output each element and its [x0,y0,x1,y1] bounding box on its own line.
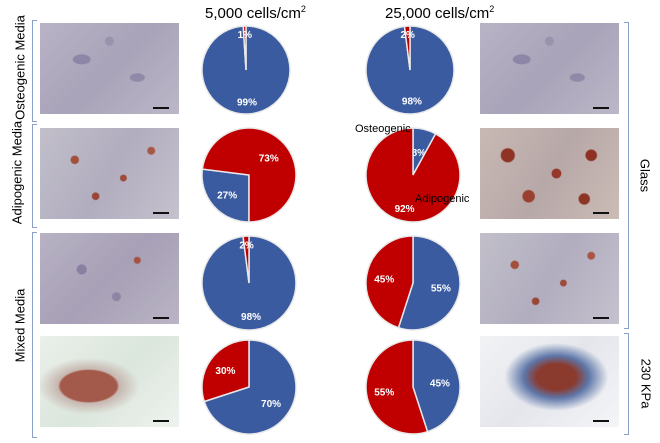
pie-slice-adipogenic [201,127,297,223]
annotation-osteogenic: Osteogenic [355,123,411,135]
pie-slice-osteogenic [201,168,250,223]
pie-slice-label: 1% [238,30,253,41]
scale-bar [153,420,169,422]
column-title-high-sup: 2 [489,4,495,14]
scale-bar [153,317,169,319]
pie-mixed-230kpa-low: 70% 30% [201,339,297,435]
pie-slice-label: 99% [237,98,257,109]
pie-slice-label: 45% [374,274,394,285]
pie-slice-adipogenic [365,127,461,223]
scale-bar [593,317,609,319]
bracket-adipogenic [32,124,37,228]
bracket-mixed [32,232,37,438]
row-label-glass: Glass [637,158,653,193]
pie-mixed-230kpa-high: 45% 55% [365,339,461,435]
pie-slice-adipogenic [242,25,247,71]
row-label-230kpa: 230 KPa [638,358,654,409]
pie-slice-adipogenic [242,235,250,284]
pie-slice-adipogenic [365,235,414,329]
pie-slice-label: 98% [402,97,422,108]
scale-bar [593,420,609,422]
column-title-low-text: 5,000 cells/cm [205,5,301,22]
pie-slice-label: 92% [395,204,415,215]
column-title-low-sup: 2 [300,4,306,14]
micrograph-mixed-glass-high [480,233,619,324]
pie-slice-label: 55% [431,283,451,294]
column-title-low-density: 5,000 cells/cm2 [205,4,306,22]
pie-osteogenic-low: 99% 1% [201,25,291,115]
scale-bar [593,107,609,109]
pie-slice-label: 8% [412,148,427,159]
pie-slice-adipogenic [201,339,250,403]
micrograph-adipogenic-low [40,128,179,219]
pie-slice-osteogenic [397,235,461,331]
micrograph-adipogenic-high [480,128,619,219]
pie-slice-label: 2% [239,241,254,252]
micrograph-osteogenic-low [40,23,179,114]
pie-slice-label: 45% [430,379,450,390]
pie-slice-label: 98% [241,312,261,323]
micrograph-mixed-glass-low [40,233,179,324]
bracket-230kpa [624,333,629,435]
scale-bar [593,212,609,214]
pie-slice-label: 2% [401,30,416,41]
pie-adipogenic-high: 8% 92% [365,127,461,223]
pie-slice-label: 70% [261,399,281,410]
row-label-adipogenic: Adipogenic Media [9,120,25,225]
pie-slice-label: 73% [259,154,279,165]
micrograph-mixed-230kpa-low [40,336,179,427]
scale-bar [153,107,169,109]
bracket-osteogenic [32,20,37,122]
pie-osteogenic-high: 98% 2% [365,25,455,115]
column-title-high-density: 25,000 cells/cm2 [385,4,494,22]
pie-mixed-glass-low: 98% 2% [201,235,297,331]
micrograph-osteogenic-high [480,23,619,114]
annotation-adipogenic: Adipogenic [415,193,470,205]
pie-slice-osteogenic [412,339,461,433]
pie-adipogenic-low: 27% 73% [201,127,297,223]
pie-slice-label: 30% [215,366,235,377]
column-title-high-text: 25,000 cells/cm [385,5,490,22]
pie-mixed-glass-high: 55% 45% [365,235,461,331]
row-label-mixed: Mixed Media [12,288,28,363]
bracket-glass [624,22,629,329]
pie-slice-adipogenic [365,339,429,435]
pie-slice-label: 55% [374,388,394,399]
pie-slice-label: 27% [217,190,237,201]
pie-slice-osteogenic [203,339,297,435]
micrograph-mixed-230kpa-high [480,336,619,427]
scale-bar [153,212,169,214]
pie-slice-adipogenic [403,25,411,71]
